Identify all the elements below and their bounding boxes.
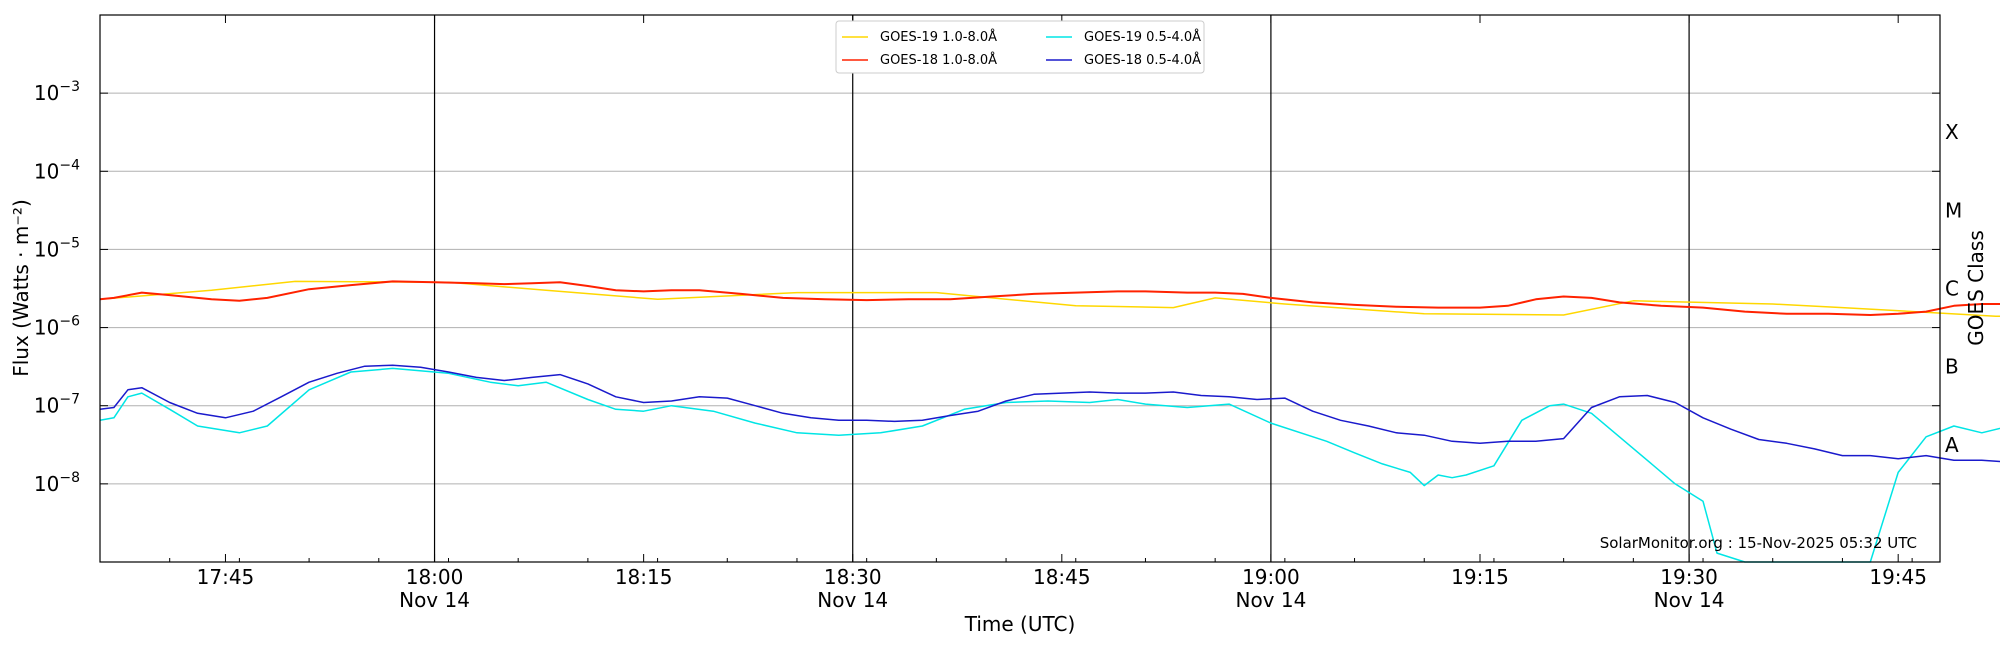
x-tick-label: 18:00 (406, 565, 464, 589)
y-tick-base: 10 (34, 237, 59, 261)
y-tick-exponent: −6 (59, 314, 80, 330)
x-tick-label: 18:30 (824, 565, 882, 589)
x-tick-date-label: Nov 14 (1235, 588, 1306, 612)
y-tick-exponent: −4 (59, 157, 80, 173)
y-tick-base: 10 (34, 81, 59, 105)
series-line-2 (99, 367, 2000, 563)
y-tick-label: 10−5 (34, 235, 80, 261)
goes-class-label: X (1945, 120, 1959, 144)
x-tick-date-label: Nov 14 (817, 588, 888, 612)
x-tick-label: 18:15 (615, 565, 673, 589)
y-axis-ticks: 10−810−710−610−510−410−3 (34, 79, 1940, 496)
y-tick-base: 10 (34, 316, 59, 340)
y-tick-label: 10−8 (34, 470, 80, 496)
x-tick-label: 19:30 (1660, 565, 1718, 589)
plot-frame (99, 14, 1941, 563)
y-tick-base: 10 (34, 394, 59, 418)
x-tick-date-label: Nov 14 (1654, 588, 1725, 612)
series-lines (99, 280, 2000, 563)
x-tick-label: 19:00 (1242, 565, 1300, 589)
series-line-3 (99, 280, 2000, 316)
goes-class-label: C (1945, 277, 1959, 301)
y-tick-exponent: −3 (59, 79, 80, 95)
series-line-4 (99, 364, 2000, 463)
y-tick-label: 10−4 (34, 157, 80, 183)
goes-class-label: A (1945, 433, 1959, 457)
goes-class-labels: A B C M X (1945, 120, 1962, 457)
y-tick-base: 10 (34, 472, 59, 496)
legend: GOES-19 1.0-8.0Å GOES-19 0.5-4.0Å GOES-1… (835, 20, 1205, 74)
x-tick-label: 17:45 (197, 565, 255, 589)
y-tick-exponent: −8 (59, 470, 80, 486)
legend-label-goes19-long: GOES-19 1.0-8.0Å (880, 29, 997, 45)
y-tick-base: 10 (34, 159, 59, 183)
legend-label-goes19-short: GOES-19 0.5-4.0Å (1084, 29, 1201, 45)
x-axis-label: Time (UTC) (964, 612, 1076, 636)
legend-box (835, 20, 1205, 74)
y-tick-exponent: −7 (59, 392, 80, 408)
x-tick-date-label: Nov 14 (399, 588, 470, 612)
legend-label-goes18-short: GOES-18 0.5-4.0Å (1084, 52, 1201, 68)
x-tick-label: 19:45 (1869, 565, 1927, 589)
y-tick-label: 10−6 (34, 314, 80, 340)
y-tick-label: 10−3 (34, 79, 80, 105)
day-marker-lines (433, 15, 1690, 562)
goes-class-label: B (1945, 355, 1959, 379)
watermark-text: SolarMonitor.org : 15-Nov-2025 05:32 UTC (1600, 534, 1917, 552)
y-tick-label: 10−7 (34, 392, 80, 418)
goes-class-label: M (1945, 198, 1962, 222)
goes-class-axis-label: GOES Class (1964, 230, 1988, 346)
legend-label-goes18-long: GOES-18 1.0-8.0Å (880, 52, 997, 68)
x-tick-label: 19:15 (1451, 565, 1509, 589)
x-tick-label: 18:45 (1033, 565, 1091, 589)
y-axis-label: Flux (Watts · m⁻²) (9, 199, 33, 377)
y-tick-exponent: −5 (59, 235, 80, 251)
gridlines (100, 92, 1940, 485)
